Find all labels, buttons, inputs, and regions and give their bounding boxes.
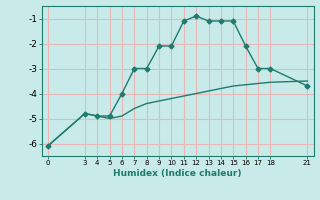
X-axis label: Humidex (Indice chaleur): Humidex (Indice chaleur) [113,169,242,178]
